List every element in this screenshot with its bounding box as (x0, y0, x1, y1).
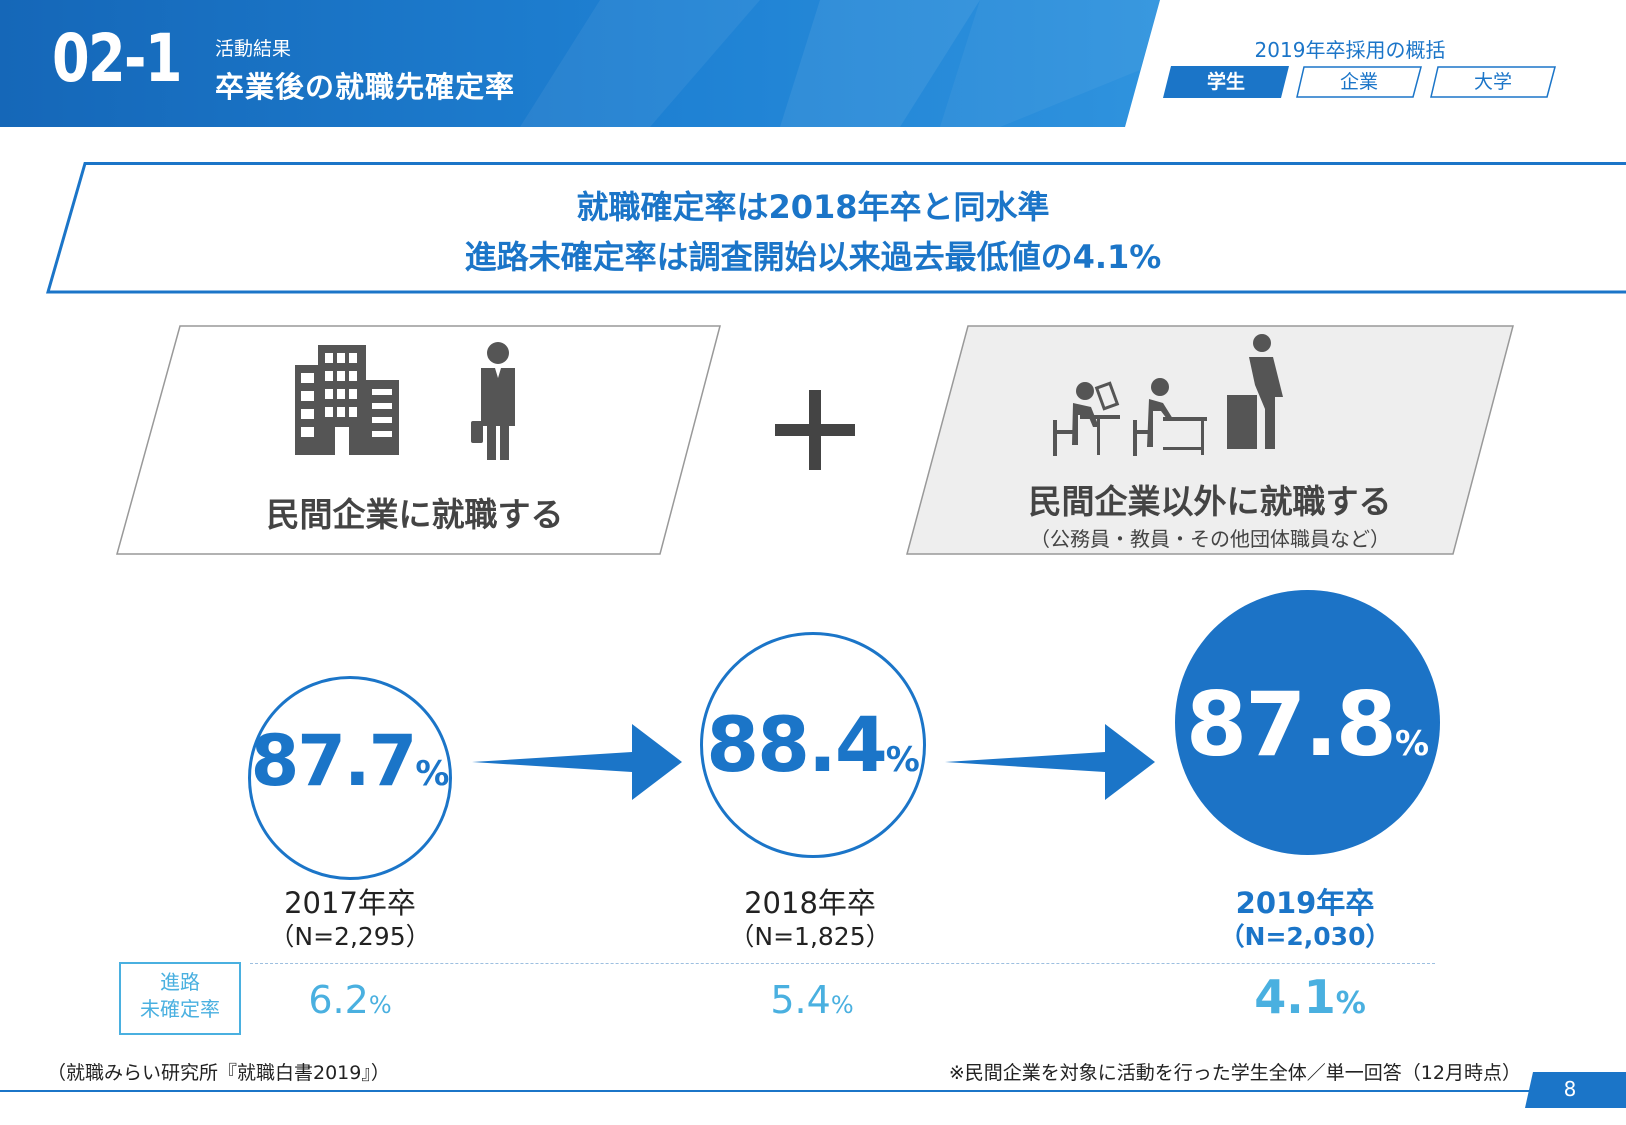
desk-worker-icon (1133, 378, 1207, 456)
employment-rate-2018: 88.4% (700, 700, 926, 789)
tab-student[interactable]: 学生 (1163, 66, 1289, 98)
undecided-rate-2018: 5.4% (712, 978, 912, 1022)
tab-student-bg (1163, 66, 1289, 98)
rate-circle-2017 (248, 676, 452, 880)
section-number: 02-1 (52, 20, 183, 97)
rate-2017-unit: % (415, 754, 450, 794)
headline-box (46, 162, 1626, 294)
scope-note: ※民間企業を対象に活動を行った学生全体／単一回答（12月時点） (948, 1062, 1521, 1084)
sample-size-2018: （N=1,825） (729, 922, 891, 951)
section-title: 卒業後の就職先確定率 (215, 70, 516, 104)
undecided-2017-number: 6.2 (308, 978, 369, 1022)
businessman-icon (471, 342, 515, 460)
undecided-rate-2017: 6.2% (250, 978, 450, 1022)
undecided-2018-number: 5.4 (770, 978, 831, 1022)
header-band (0, 0, 1160, 127)
rate-2019-unit: % (1395, 724, 1430, 764)
private-company-panel (116, 325, 721, 555)
tab-student-label: 学生 (1206, 71, 1245, 93)
tab-company-label: 企業 (1339, 71, 1378, 93)
private-company-label: 民間企業に就職する (266, 495, 564, 534)
rate-circle-2019 (1175, 590, 1440, 855)
non-private-sublabel: （公務員・教員・その他団体職員など） (1030, 527, 1390, 551)
employment-rate-2017: 87.7% (248, 720, 452, 802)
undecided-label-line1: 進路 (160, 970, 200, 994)
page-number: 8 (1563, 1077, 1577, 1101)
rate-2018-number: 88.4 (706, 700, 888, 789)
undecided-2018-unit: % (830, 991, 854, 1019)
non-private-label: 民間企業以外に就職する (1028, 482, 1392, 521)
teacher-podium-icon (1227, 334, 1283, 449)
desk-worker-icon (1053, 381, 1120, 456)
overview-title: 2019年卒採用の概括 (1254, 38, 1446, 62)
source-note: （就職みらい研究所『就職白書2019』） (47, 1062, 390, 1084)
rate-2019-number: 87.8 (1185, 673, 1397, 776)
undecided-2019-number: 4.1 (1254, 970, 1336, 1024)
arrow-right-icon (472, 724, 682, 800)
page-number-badge (1525, 1072, 1626, 1108)
section-label: 活動結果 (215, 38, 292, 60)
year-label-2018: 2018年卒 (744, 886, 876, 920)
tab-university[interactable]: 大学 (1430, 66, 1556, 98)
non-private-panel (906, 325, 1514, 555)
headline-line2: 進路未確定率は調査開始以来過去最低値の4.1% (464, 238, 1162, 276)
office-building-icon (295, 345, 399, 455)
tab-university-label: 大学 (1473, 71, 1512, 93)
undecided-rate-label: 進路 未確定率 (119, 969, 241, 1023)
undecided-rate-2019: 4.1% (1210, 970, 1410, 1024)
undecided-rate-label-box (119, 962, 241, 1035)
sample-size-2019: （N=2,030） (1219, 922, 1391, 951)
plus-icon (775, 390, 855, 470)
rate-circle-2018 (700, 632, 926, 858)
undecided-2019-unit: % (1335, 986, 1366, 1021)
year-label-2019: 2019年卒 (1235, 886, 1375, 920)
employment-rate-2019: 87.8% (1175, 673, 1440, 776)
footer-rule (0, 1090, 1626, 1092)
rate-2017-number: 87.7 (250, 720, 418, 802)
sample-size-2017: （N=2,295） (269, 922, 431, 951)
headline-line1: 就職確定率は2018年卒と同水準 (576, 188, 1050, 226)
undecided-2017-unit: % (368, 991, 392, 1019)
year-label-2017: 2017年卒 (284, 886, 416, 920)
divider (250, 963, 1435, 964)
tab-company[interactable]: 企業 (1296, 66, 1422, 98)
undecided-label-line2: 未確定率 (140, 997, 220, 1021)
tab-company-bg (1296, 66, 1422, 98)
rate-2018-unit: % (885, 740, 920, 780)
tab-university-bg (1430, 66, 1556, 98)
arrow-right-icon (945, 724, 1155, 800)
